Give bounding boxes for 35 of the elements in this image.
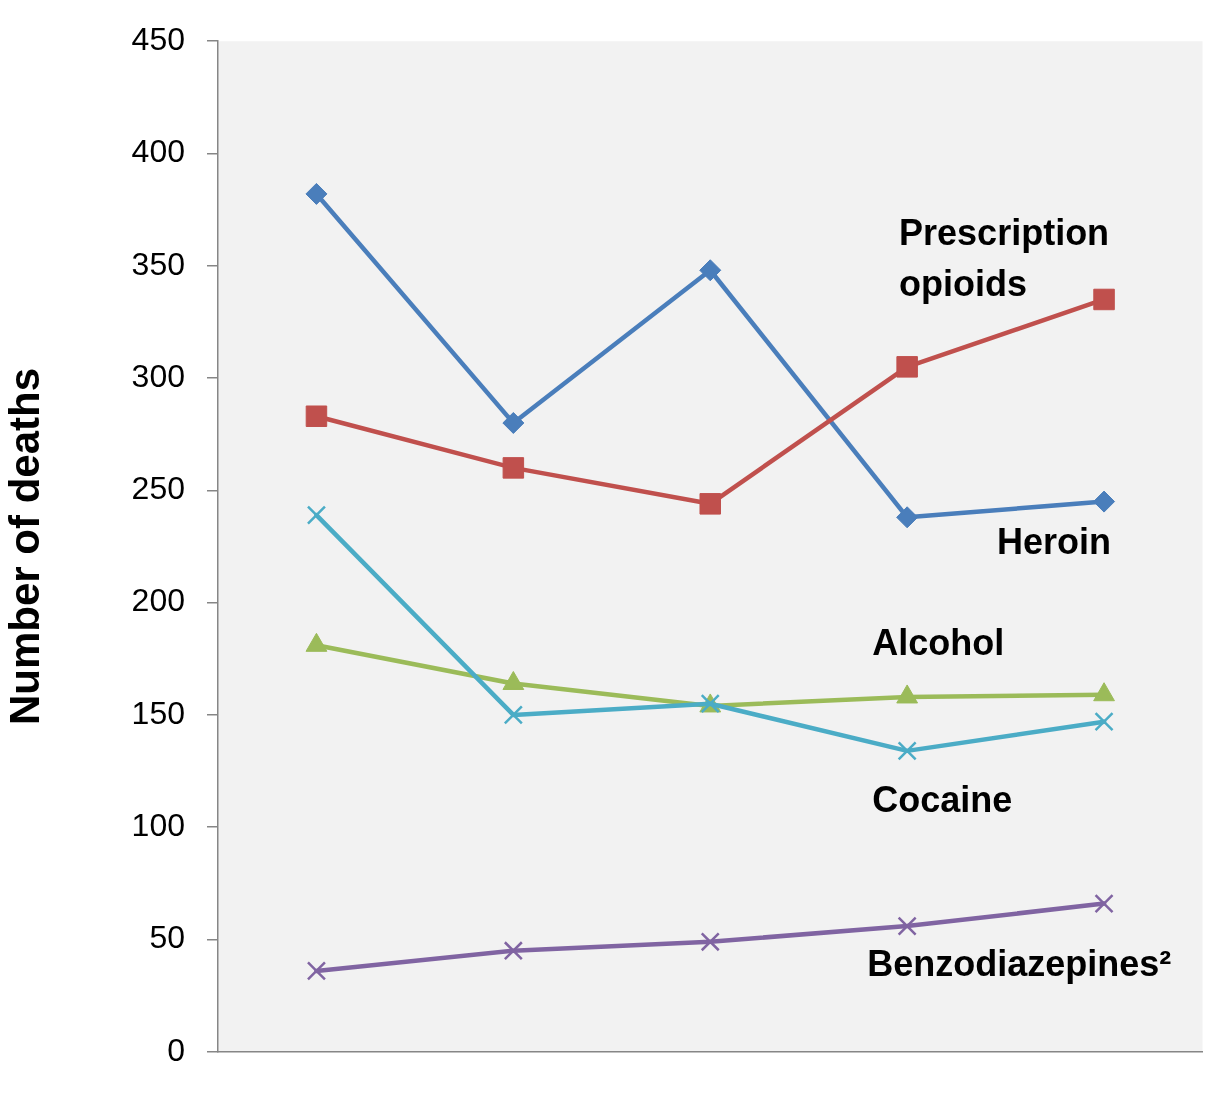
point (699, 493, 721, 515)
point (502, 411, 525, 434)
y-tick-label: 100 (131, 807, 185, 844)
point (1094, 711, 1114, 732)
point (1094, 893, 1114, 914)
series-label: Heroin (997, 520, 1112, 562)
series-label: Benzodiazepines² (867, 942, 1172, 984)
point (306, 505, 327, 525)
y-tick-label: 200 (131, 582, 185, 619)
y-tick-label: 50 (149, 919, 185, 956)
y-tick-label: 150 (131, 694, 185, 731)
point (1093, 490, 1116, 513)
point (502, 457, 525, 479)
y-tick-label: 0 (167, 1031, 185, 1068)
y-tick-label: 300 (131, 357, 185, 394)
series-label: Alcohol (872, 621, 1005, 663)
point (503, 705, 524, 725)
point (897, 916, 917, 936)
point (1093, 288, 1115, 311)
point (896, 356, 918, 378)
series-label: Cocaine (872, 778, 1013, 820)
point (305, 405, 328, 427)
point (306, 961, 327, 981)
y-tick-label: 450 (131, 21, 185, 58)
point (503, 941, 524, 961)
y-tick-label: 400 (131, 133, 185, 170)
y-tick-label: 250 (131, 470, 185, 507)
y-axis-title: Number of deaths (0, 367, 48, 726)
point (699, 259, 722, 282)
point (897, 741, 917, 761)
point (305, 182, 328, 205)
y-tick-label: 350 (131, 245, 185, 282)
point (896, 506, 919, 529)
series-label: Prescription opioids (899, 212, 1110, 305)
point (700, 932, 720, 952)
